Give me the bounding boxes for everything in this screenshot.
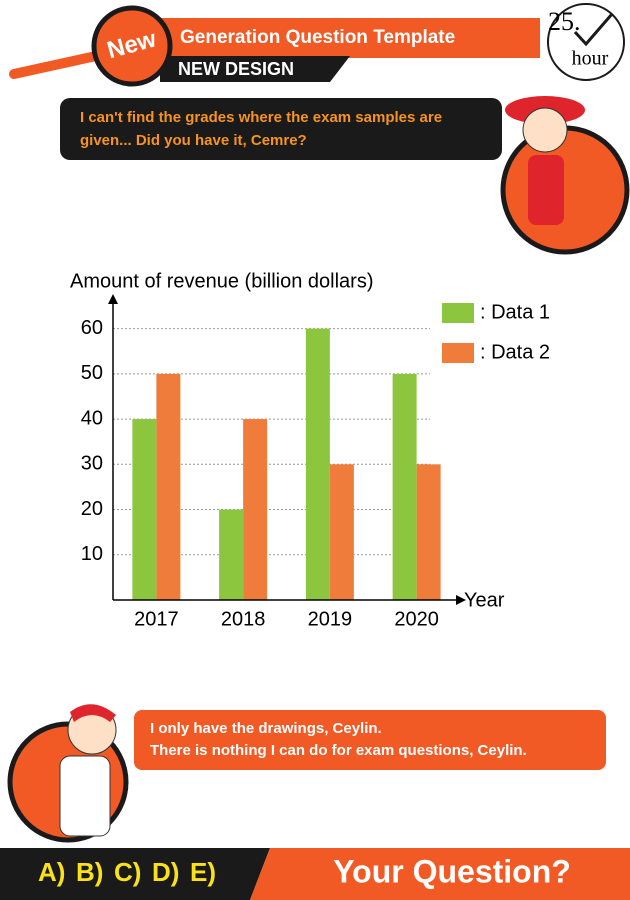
y-tick-label: 60 <box>81 317 103 339</box>
speech-text: given... Did you have it, Cemre? <box>80 132 307 149</box>
character-circle <box>500 125 630 255</box>
x-axis-label: Year <box>464 589 505 611</box>
y-tick-label: 40 <box>81 407 103 429</box>
x-tick-label: 2017 <box>134 608 179 630</box>
character-body <box>528 155 564 225</box>
bar <box>305 328 330 600</box>
bar <box>132 419 157 600</box>
answer-option: B) <box>76 857 103 887</box>
footer-right <box>250 848 630 900</box>
legend-swatch <box>442 343 474 363</box>
y-tick-label: 30 <box>81 453 103 475</box>
legend-swatch <box>442 303 474 323</box>
subtitle-bar <box>160 56 350 82</box>
speech-bubble <box>134 710 606 770</box>
time-unit: hour <box>572 48 609 70</box>
answer-option: D) <box>152 857 179 887</box>
time-number: 25. <box>548 7 581 36</box>
bar <box>156 373 181 600</box>
bar <box>392 373 417 600</box>
chart: Amount of revenue (billion dollars) Year… <box>70 270 550 630</box>
answer-option: A) <box>38 857 65 887</box>
answer-option: E) <box>190 857 216 887</box>
speech-bubble <box>60 98 502 160</box>
bar <box>243 419 268 600</box>
legend-label: : Data 1 <box>480 301 550 323</box>
character-body <box>59 755 111 837</box>
check <box>573 13 614 47</box>
header-title: Generation Question Template <box>180 27 455 48</box>
y-axis-arrow <box>108 294 118 304</box>
magnifier <box>91 5 173 87</box>
y-axis-label: Amount of revenue (billion dollars) <box>70 270 374 292</box>
answers: A) B) C) D) E) <box>38 857 216 887</box>
speech-text: I can't find the grades where the exam s… <box>80 109 442 126</box>
x-tick-label: 2019 <box>308 608 353 630</box>
legend-label: : Data 2 <box>480 341 550 363</box>
answer-option: C) <box>114 857 141 887</box>
header-bar <box>120 18 540 58</box>
footer-left <box>0 848 270 900</box>
bar <box>416 464 441 600</box>
speech-text: I only have the drawings, Ceylin. <box>150 720 382 737</box>
footer-prompt: Your Question? <box>333 853 571 889</box>
x-tick-label: 2020 <box>394 608 439 630</box>
x-tick-label: 2018 <box>221 608 266 630</box>
magnifier-handle <box>9 51 101 79</box>
y-tick-label: 50 <box>81 362 103 384</box>
y-tick-label: 20 <box>81 498 103 520</box>
bar <box>219 509 244 600</box>
y-tick-label: 10 <box>81 543 103 565</box>
bar <box>329 464 354 600</box>
header-subtitle: NEW DESIGN <box>178 59 294 79</box>
character-head <box>522 107 568 153</box>
speech-text: There is nothing I can do for exam quest… <box>150 742 527 759</box>
x-axis-arrow <box>456 595 466 605</box>
character-hair <box>70 704 116 722</box>
